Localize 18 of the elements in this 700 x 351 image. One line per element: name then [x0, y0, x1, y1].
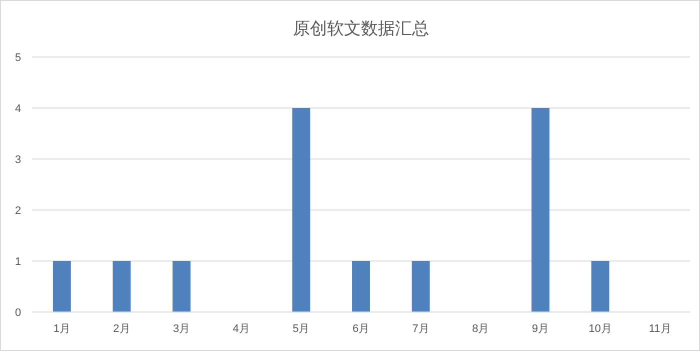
chart-title: 原创软文数据汇总	[293, 19, 429, 38]
x-tick-label: 7月	[412, 323, 430, 335]
x-tick-label: 1月	[53, 323, 70, 335]
y-tick-label: 2	[14, 205, 22, 217]
y-tick-label: 5	[14, 52, 22, 64]
y-tick-label: 4	[14, 103, 22, 115]
x-tick-label: 5月	[292, 323, 310, 335]
y-tick-label: 3	[14, 154, 22, 166]
x-tick-label: 9月	[532, 323, 550, 335]
x-tick-label: 8月	[472, 323, 490, 335]
x-tick-label: 10月	[588, 323, 612, 335]
x-tick-label: 2月	[113, 323, 130, 335]
x-tick-label: 11月	[648, 323, 672, 335]
y-tick-label: 1	[14, 256, 22, 268]
x-tick-label: 6月	[352, 323, 370, 335]
x-tick-label: 4月	[232, 323, 250, 335]
x-tick-label: 3月	[172, 323, 190, 335]
y-tick-label: 0	[14, 307, 22, 319]
